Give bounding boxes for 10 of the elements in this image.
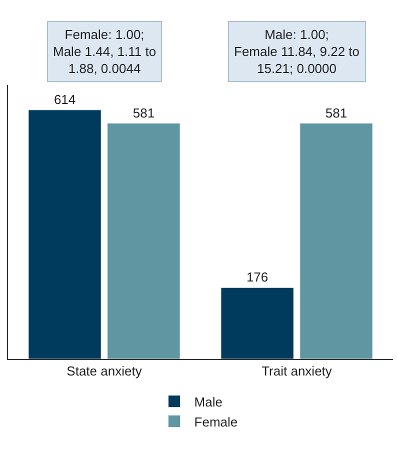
data-label: 614 (54, 92, 76, 107)
data-label: 581 (325, 105, 348, 120)
x-tick-label: State anxiety (66, 364, 142, 379)
text: Female: 1.00; Male 1.44, 1.11 to 1.88, 0.0044 (53, 27, 156, 76)
x-tick-label: Trait anxiety (262, 364, 332, 379)
legend-label: Male (194, 394, 222, 410)
legend-label: Female (194, 414, 238, 430)
data-label: 176 (246, 270, 268, 285)
text: Male: 1.00; Female 11.84, 9.22 to 15.21; 0.0000 (234, 27, 360, 76)
data-label: 581 (132, 105, 155, 120)
